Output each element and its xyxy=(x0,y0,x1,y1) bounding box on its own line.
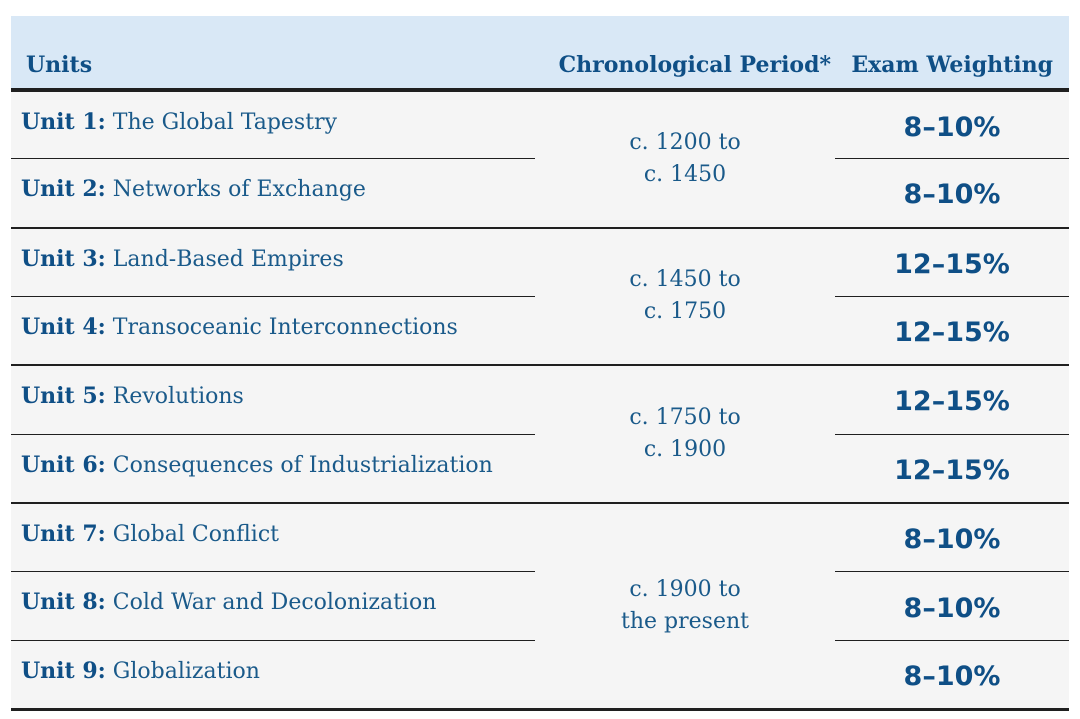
table-row: Unit 5: Revolutions c. 1750 to c. 1900 1… xyxy=(11,365,1069,504)
table-row: Unit 2: Networks of Exchange 8–10% xyxy=(11,158,1069,229)
unit-title: Land-Based Empires xyxy=(112,246,344,272)
unit-number: Unit 7: xyxy=(21,520,106,547)
weighting-cell: 12–15% xyxy=(835,365,1069,435)
period-start: c. 1450 to xyxy=(629,267,741,293)
header-chronological-period: Chronological Period* xyxy=(535,16,835,92)
unit-cell: Unit 9: Globalization xyxy=(11,640,535,711)
table-header: Units Chronological Period* Exam Weighti… xyxy=(11,16,1069,92)
unit-cell: Unit 2: Networks of Exchange xyxy=(11,158,535,229)
table-row: Unit 4: Transoceanic Interconnections 12… xyxy=(11,296,1069,367)
period-start: c. 1750 to xyxy=(629,405,741,431)
unit-number: Unit 8: xyxy=(21,589,106,616)
weighting-cell: 12–15% xyxy=(835,227,1069,297)
unit-number: Unit 3: xyxy=(21,245,106,272)
unit-title: Cold War and Decolonization xyxy=(112,590,437,616)
table-row: Unit 8: Cold War and Decolonization 8–10… xyxy=(11,571,1069,642)
table-body: Unit 1: The Global Tapestry c. 1200 to c… xyxy=(11,90,1069,711)
table-row: Unit 6: Consequences of Industrializatio… xyxy=(11,434,1069,504)
unit-title: Globalization xyxy=(112,659,260,685)
period-end: the present xyxy=(621,608,749,634)
unit-title: Transoceanic Interconnections xyxy=(112,314,458,340)
unit-title: Networks of Exchange xyxy=(112,177,366,203)
unit-title: Global Conflict xyxy=(112,521,279,547)
unit-number: Unit 4: xyxy=(21,313,106,340)
unit-cell: Unit 6: Consequences of Industrializatio… xyxy=(11,434,535,504)
header-units: Units xyxy=(11,16,535,92)
weighting-cell: 8–10% xyxy=(835,571,1069,642)
unit-cell: Unit 8: Cold War and Decolonization xyxy=(11,571,535,642)
period-end: c. 1750 xyxy=(643,299,727,325)
unit-number: Unit 9: xyxy=(21,658,106,685)
weighting-cell: 12–15% xyxy=(835,296,1069,367)
period-cell: c. 1450 to c. 1750 xyxy=(535,227,835,367)
weighting-cell: 12–15% xyxy=(835,434,1069,504)
unit-number: Unit 6: xyxy=(21,451,106,478)
table-row: Unit 7: Global Conflict c. 1900 to the p… xyxy=(11,502,1069,711)
weighting-cell: 8–10% xyxy=(835,640,1069,711)
table-row: Unit 1: The Global Tapestry c. 1200 to c… xyxy=(11,90,1069,229)
unit-cell: Unit 5: Revolutions xyxy=(11,365,535,435)
table-row: Unit 9: Globalization 8–10% xyxy=(11,640,1069,711)
unit-cell: Unit 7: Global Conflict xyxy=(11,502,535,573)
period-cell: c. 1750 to c. 1900 xyxy=(535,365,835,504)
unit-cell: Unit 4: Transoceanic Interconnections xyxy=(11,296,535,367)
unit-title: Consequences of Industrialization xyxy=(112,452,493,478)
weighting-cell: 8–10% xyxy=(835,158,1069,229)
course-units-table: Units Chronological Period* Exam Weighti… xyxy=(11,16,1069,711)
weighting-cell: 8–10% xyxy=(835,502,1069,573)
header-exam-weighting: Exam Weighting xyxy=(835,16,1069,92)
unit-title: The Global Tapestry xyxy=(112,110,337,135)
unit-cell: Unit 3: Land-Based Empires xyxy=(11,227,535,297)
unit-number: Unit 2: xyxy=(21,176,106,203)
header-row: Units Chronological Period* Exam Weighti… xyxy=(11,16,1069,92)
weighting-cell: 8–10% xyxy=(835,90,1069,160)
unit-number: Unit 5: xyxy=(21,383,106,410)
period-start: c. 1900 to xyxy=(629,576,741,602)
table-row: Unit 3: Land-Based Empires c. 1450 to c.… xyxy=(11,227,1069,367)
period-cell: c. 1900 to the present xyxy=(535,502,835,711)
unit-number: Unit 1: xyxy=(21,109,106,135)
period-cell: c. 1200 to c. 1450 xyxy=(535,90,835,229)
unit-title: Revolutions xyxy=(112,384,244,410)
period-end: c. 1450 xyxy=(643,162,727,188)
period-end: c. 1900 xyxy=(643,437,727,463)
units-table: Units Chronological Period* Exam Weighti… xyxy=(11,16,1069,711)
period-start: c. 1200 to xyxy=(629,130,741,156)
unit-cell: Unit 1: The Global Tapestry xyxy=(11,90,535,160)
